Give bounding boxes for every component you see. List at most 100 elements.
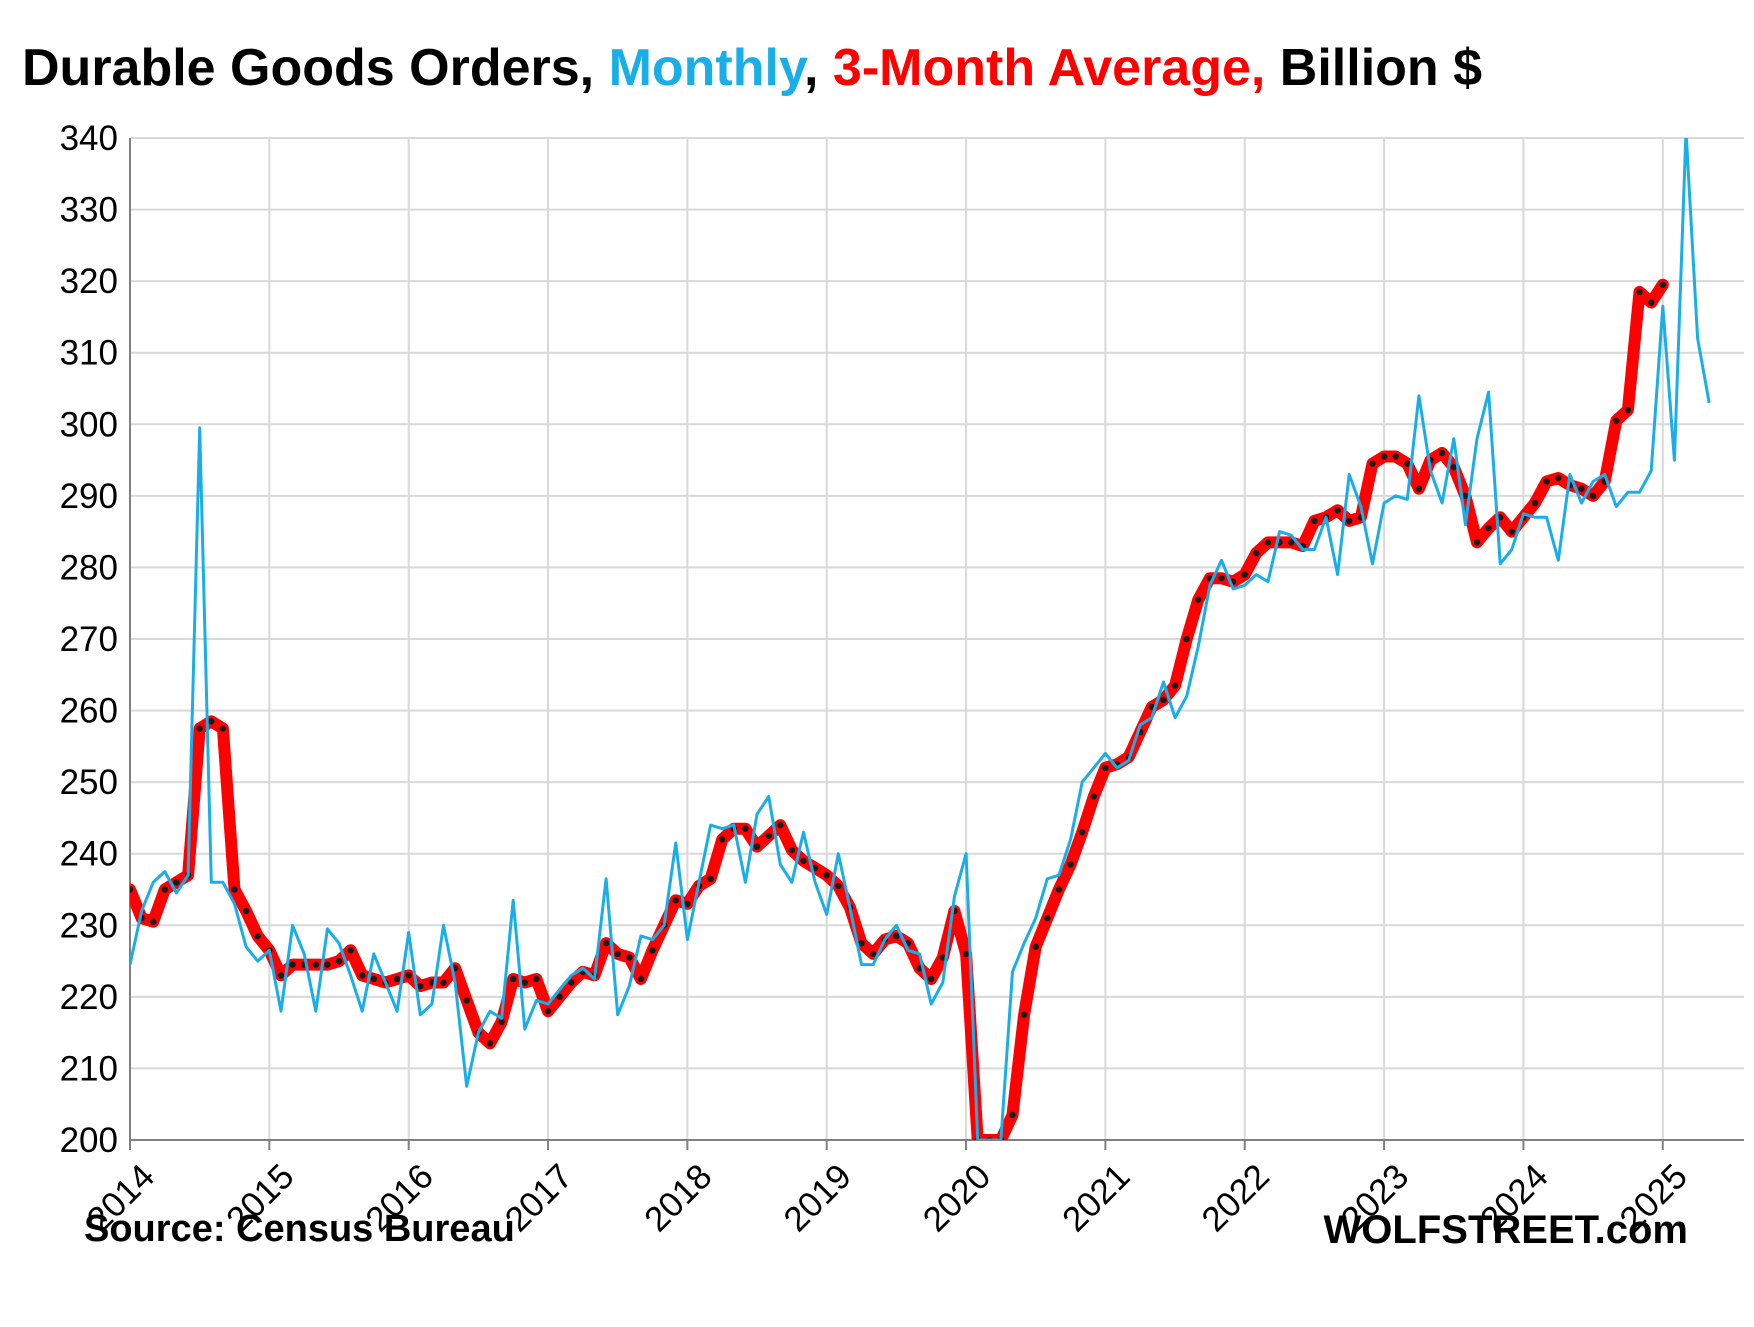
y-tick-label-250: 250 xyxy=(60,763,118,802)
chart-title: Durable Goods Orders, Monthly, 3-Month A… xyxy=(22,39,1483,97)
average-point xyxy=(498,1018,505,1026)
average-point xyxy=(1531,499,1539,507)
average-point xyxy=(1067,861,1074,868)
average-point xyxy=(254,932,261,940)
average-point xyxy=(893,932,900,940)
x-tick-label-2022: 2022 xyxy=(1194,1157,1277,1240)
average-point xyxy=(1589,492,1597,500)
average-point xyxy=(405,972,412,979)
average-point xyxy=(765,832,772,840)
average-point xyxy=(393,975,401,983)
average-point xyxy=(1555,474,1562,482)
average-point xyxy=(208,718,215,725)
title-part-comma: , xyxy=(804,39,833,97)
average-point xyxy=(1090,793,1097,800)
average-point xyxy=(1171,682,1179,689)
x-tick-label-2020: 2020 xyxy=(916,1157,999,1240)
average-point xyxy=(753,843,761,850)
average-point xyxy=(1659,281,1666,288)
x-tick-label-2021: 2021 xyxy=(1055,1157,1138,1240)
average-point xyxy=(707,875,714,882)
average-point xyxy=(1450,464,1457,471)
average-point xyxy=(835,882,842,890)
average-point xyxy=(1241,571,1248,578)
average-point xyxy=(196,725,203,732)
average-point xyxy=(130,886,134,893)
average-point xyxy=(289,961,296,968)
average-point xyxy=(649,947,656,954)
average-point xyxy=(486,1040,494,1047)
y-tick-label-330: 330 xyxy=(60,191,118,230)
average-point xyxy=(1044,914,1051,922)
y-tick-label-280: 280 xyxy=(60,548,118,587)
average-point xyxy=(150,918,157,925)
average-point xyxy=(672,897,679,904)
average-point xyxy=(962,950,970,958)
average-point xyxy=(1543,478,1550,485)
series-line-monthly xyxy=(130,138,1711,1140)
y-tick-label-320: 320 xyxy=(60,262,118,301)
average-point xyxy=(1578,485,1585,492)
y-tick-label-260: 260 xyxy=(60,692,118,731)
source-note: Source: Census Bureau xyxy=(84,1208,515,1250)
average-point xyxy=(521,979,529,986)
average-point xyxy=(1404,460,1411,467)
average-point xyxy=(1613,417,1620,424)
site-credit: WOLFSTREET.com xyxy=(1323,1208,1688,1252)
average-point xyxy=(161,886,169,893)
average-point xyxy=(335,957,343,965)
average-point xyxy=(1380,453,1388,460)
average-point xyxy=(1485,524,1492,532)
average-point xyxy=(869,950,877,958)
average-point xyxy=(1183,635,1190,643)
average-point xyxy=(1473,539,1481,546)
average-point xyxy=(1415,485,1423,492)
average-point xyxy=(242,907,250,915)
axes xyxy=(129,138,1744,1150)
average-point xyxy=(324,961,331,968)
average-point xyxy=(417,982,424,990)
title-part-average: 3-Month Average, xyxy=(832,39,1266,97)
average-point xyxy=(602,939,610,947)
average-point xyxy=(347,947,354,954)
average-point xyxy=(1636,288,1643,296)
x-tick-label-2018: 2018 xyxy=(637,1157,720,1240)
average-point xyxy=(788,846,796,854)
series-line-3-month-average xyxy=(130,278,1669,1140)
average-point xyxy=(742,825,749,832)
average-point xyxy=(1647,299,1655,306)
average-point xyxy=(777,821,784,829)
average-point xyxy=(858,939,865,947)
average-point xyxy=(463,997,470,1004)
average-point xyxy=(1392,453,1399,460)
average-point xyxy=(219,725,227,732)
average-point xyxy=(1160,696,1167,704)
average-point xyxy=(359,972,366,979)
grid-lines xyxy=(129,137,1744,1141)
average-point xyxy=(800,857,807,865)
average-point xyxy=(370,975,378,983)
average-point xyxy=(1078,829,1086,836)
y-tick-label-340: 340 xyxy=(60,119,118,158)
y-tick-label-240: 240 xyxy=(60,835,118,874)
average-point xyxy=(533,975,540,983)
average-point xyxy=(568,979,575,986)
average-point xyxy=(928,975,935,983)
average-point xyxy=(1055,886,1063,893)
average-point xyxy=(684,900,691,908)
average-point xyxy=(1195,596,1202,603)
y-tick-label-310: 310 xyxy=(60,334,118,373)
title-part-monthly: Monthly xyxy=(608,39,805,97)
y-tick-label-300: 300 xyxy=(60,405,118,444)
y-tick-labels: 200 210 220 230 240 250 260 270 280 290 300 310 320 3… xyxy=(60,119,118,1160)
title-part-unit: Billion $ xyxy=(1265,39,1483,97)
average-point xyxy=(509,975,517,983)
average-point xyxy=(719,836,726,843)
y-tick-label-220: 220 xyxy=(60,978,118,1017)
average-point xyxy=(1032,943,1039,950)
average-point xyxy=(1218,574,1225,582)
average-point xyxy=(1009,1111,1016,1119)
average-point xyxy=(1508,528,1516,535)
average-point xyxy=(1264,539,1272,546)
